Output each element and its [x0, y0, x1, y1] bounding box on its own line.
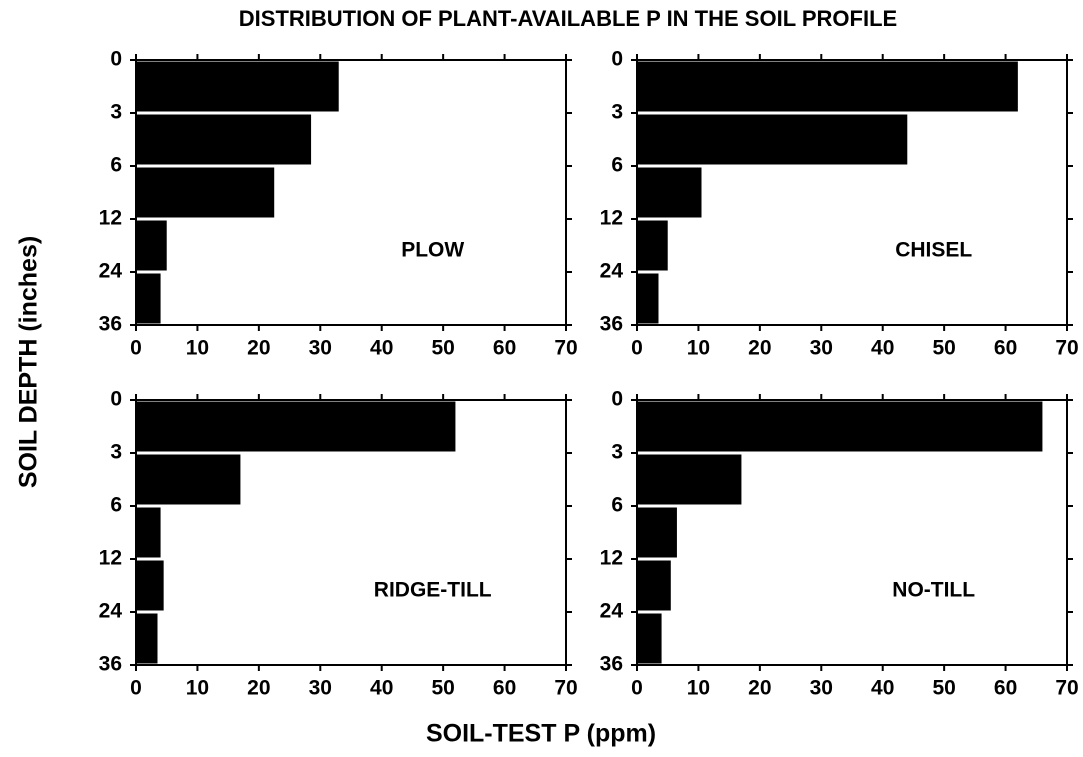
- x-tick-label: 20: [748, 677, 771, 700]
- plot-frame: [636, 399, 1068, 666]
- y-tick-label: 6: [611, 154, 623, 177]
- y-tick-label: 12: [99, 207, 122, 230]
- panel-label: PLOW: [401, 238, 464, 261]
- bar: [136, 401, 456, 452]
- y-tick-label: 24: [600, 600, 624, 623]
- bar: [637, 220, 668, 271]
- bar: [136, 114, 312, 165]
- panel-label: NO-TILL: [892, 578, 975, 601]
- y-tick-label: 3: [110, 441, 122, 464]
- x-tick-label: 50: [932, 677, 955, 700]
- y-tick-label: 36: [99, 653, 122, 676]
- x-tick-label: 0: [631, 337, 643, 360]
- x-axis-label: SOIL-TEST P (ppm): [426, 720, 656, 748]
- bar: [136, 167, 275, 218]
- x-tick-label: 10: [687, 337, 710, 360]
- y-tick-label: 3: [110, 101, 122, 124]
- x-tick-label: 40: [871, 677, 894, 700]
- x-tick-label: 40: [370, 337, 393, 360]
- plot-frame: [636, 59, 1068, 326]
- bar: [637, 273, 659, 324]
- y-tick-label: 6: [110, 494, 122, 517]
- x-tick-label: 20: [748, 337, 771, 360]
- bar: [136, 273, 161, 324]
- y-tick-label: 0: [611, 48, 623, 71]
- y-tick-label: 36: [600, 653, 623, 676]
- y-tick-label: 0: [611, 388, 623, 411]
- bar: [136, 61, 339, 112]
- x-tick-label: 0: [130, 337, 142, 360]
- y-tick-label: 24: [600, 260, 624, 283]
- x-tick-label: 50: [431, 337, 454, 360]
- bar: [637, 454, 742, 505]
- y-tick-label: 36: [99, 313, 122, 336]
- x-tick-label: 70: [554, 337, 577, 360]
- y-tick-label: 3: [611, 441, 623, 464]
- x-tick-label: 40: [370, 677, 393, 700]
- x-tick-label: 40: [871, 337, 894, 360]
- bar: [637, 61, 1018, 112]
- x-tick-label: 10: [687, 677, 710, 700]
- x-tick-label: 10: [186, 337, 209, 360]
- y-tick-label: 6: [611, 494, 623, 517]
- bar: [136, 613, 158, 664]
- plot-frame: [135, 59, 567, 326]
- x-tick-label: 70: [1055, 337, 1078, 360]
- y-tick-label: 36: [600, 313, 623, 336]
- x-tick-label: 30: [309, 337, 332, 360]
- bar: [136, 454, 241, 505]
- x-tick-label: 60: [994, 677, 1017, 700]
- x-tick-label: 20: [247, 677, 270, 700]
- x-tick-label: 60: [493, 677, 516, 700]
- y-tick-label: 12: [600, 547, 623, 570]
- x-tick-label: 10: [186, 677, 209, 700]
- bar: [637, 507, 677, 558]
- bar: [637, 560, 671, 611]
- x-tick-label: 70: [554, 677, 577, 700]
- bar: [637, 167, 702, 218]
- y-tick-label: 24: [99, 260, 123, 283]
- x-tick-label: 0: [130, 677, 142, 700]
- bar: [637, 114, 908, 165]
- x-tick-label: 30: [810, 677, 833, 700]
- x-tick-label: 20: [247, 337, 270, 360]
- x-tick-label: 30: [309, 677, 332, 700]
- x-tick-label: 70: [1055, 677, 1078, 700]
- y-tick-label: 0: [110, 388, 122, 411]
- plot-frame: [135, 399, 567, 666]
- y-tick-label: 12: [600, 207, 623, 230]
- x-tick-label: 0: [631, 677, 643, 700]
- bar: [136, 560, 164, 611]
- x-tick-label: 30: [810, 337, 833, 360]
- chart-title: DISTRIBUTION OF PLANT-AVAILABLE P IN THE…: [239, 6, 897, 31]
- x-tick-label: 60: [493, 337, 516, 360]
- y-tick-label: 3: [611, 101, 623, 124]
- panel-label: RIDGE-TILL: [374, 578, 492, 601]
- y-tick-label: 0: [110, 48, 122, 71]
- bar: [136, 220, 167, 271]
- panel-label: CHISEL: [895, 238, 972, 261]
- x-tick-label: 50: [431, 677, 454, 700]
- x-tick-label: 60: [994, 337, 1017, 360]
- x-tick-label: 50: [932, 337, 955, 360]
- bar: [637, 401, 1043, 452]
- y-tick-label: 24: [99, 600, 123, 623]
- y-tick-label: 12: [99, 547, 122, 570]
- bar: [637, 613, 662, 664]
- y-axis-label: SOIL DEPTH (inches): [15, 236, 43, 488]
- bar: [136, 507, 161, 558]
- y-tick-label: 6: [110, 154, 122, 177]
